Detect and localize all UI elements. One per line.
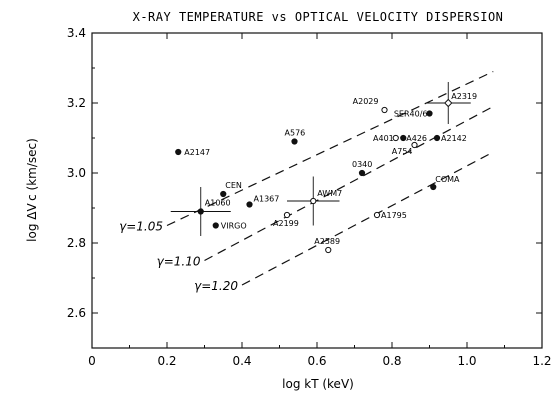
data-point (381, 106, 388, 114)
point-label: VIRGO (221, 222, 247, 231)
data-point (358, 169, 366, 177)
data-point (212, 222, 219, 229)
data-point (411, 141, 418, 149)
point-label: SER40/6 (394, 110, 428, 119)
point-label: A1795 (381, 211, 407, 220)
data-point (430, 183, 437, 191)
data-point (444, 98, 453, 108)
fit-line (241, 151, 494, 286)
x-tick-label: 0.4 (232, 354, 251, 368)
point-label: A426 (406, 134, 427, 143)
point-label: A1367 (254, 195, 280, 204)
point-label: AWM7 (317, 189, 342, 198)
data-point (400, 134, 407, 142)
x-tick-label: 0.8 (382, 354, 401, 368)
data-point (426, 110, 433, 117)
point-label: COMA (435, 175, 460, 184)
x-tick-label: 1.2 (532, 354, 551, 368)
point-label: A401 (373, 134, 394, 143)
data-point (291, 138, 298, 145)
data-point (392, 134, 399, 142)
fit-line-label: γ=1.05 (119, 220, 163, 234)
x-tick-label: 0.2 (157, 354, 176, 368)
x-tick-label: 0 (88, 354, 96, 368)
point-label: A1060 (205, 199, 231, 208)
point-label: A754 (392, 147, 413, 156)
data-point (373, 211, 381, 219)
data-point (325, 246, 332, 254)
point-label: A2319 (451, 92, 477, 101)
data-point (220, 190, 227, 198)
y-tick-label: 3.2 (67, 96, 86, 110)
y-axis-label: log ΔV c (km/sec) (25, 138, 39, 242)
y-tick-label: 3.4 (67, 26, 86, 40)
data-point (310, 197, 317, 205)
fit-line-label: γ=1.10 (157, 255, 201, 269)
data-point (175, 148, 182, 156)
y-tick-label: 3.0 (67, 166, 86, 180)
point-label: 0340 (352, 160, 372, 169)
point-label: A2147 (184, 148, 210, 157)
data-point (197, 208, 204, 215)
point-label: A2142 (441, 134, 467, 143)
plot-area: 0 0.2 0.4 0.6 0.8 1.0 1.2 2.6 2.8 3.0 3.2 3.4 γ=1.05… (67, 26, 552, 368)
chart-title: X-RAY TEMPERATURE vs OPTICAL VELOCITY DI… (133, 10, 504, 24)
point-label: A2199 (273, 219, 299, 228)
data-point (433, 134, 441, 142)
y-tick-label: 2.6 (67, 306, 86, 320)
x-tick-label: 0.6 (307, 354, 326, 368)
fit-line (204, 105, 494, 262)
x-tick-label: 1.0 (457, 354, 476, 368)
point-label: CEN (225, 181, 242, 190)
data-point (246, 201, 253, 208)
x-axis-label: log kT (keV) (282, 377, 354, 391)
fit-line-label: γ=1.20 (194, 279, 238, 293)
y-tick-label: 2.8 (67, 236, 86, 250)
data-point (283, 211, 291, 219)
point-label: A2029 (353, 97, 379, 106)
point-label: A2589 (314, 237, 340, 246)
fit-line (166, 70, 494, 227)
point-label: A576 (285, 129, 306, 138)
